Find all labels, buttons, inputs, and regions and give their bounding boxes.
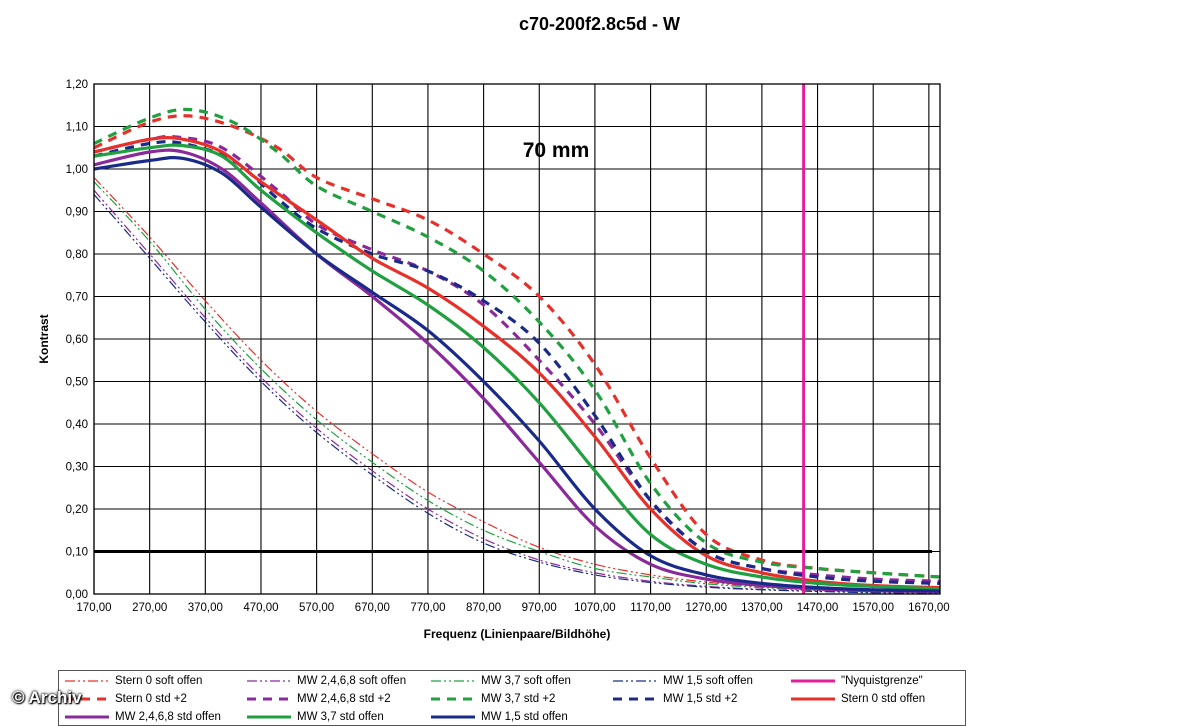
legend-item: MW 3,7 soft offen — [429, 672, 571, 689]
legend-swatch — [431, 715, 475, 718]
series-layer — [94, 107, 940, 594]
legend-swatch — [65, 679, 109, 682]
series-line — [94, 177, 940, 593]
x-tick-label: 170,00 — [76, 602, 111, 614]
legend-item: MW 3,7 std offen — [245, 708, 384, 725]
y-tick-label: 0,60 — [66, 334, 88, 346]
legend-item: MW 2,4,6,8 std +2 — [245, 690, 391, 707]
legend-item: Stern 0 std +2 — [63, 690, 187, 707]
x-tick-label: 1170,00 — [630, 602, 671, 614]
y-tick-label: 1,10 — [66, 122, 88, 134]
x-tick-label: 270,00 — [132, 602, 167, 614]
legend-item: MW 1,5 std +2 — [611, 690, 737, 707]
reference-layer — [94, 84, 932, 594]
series-line — [94, 140, 940, 585]
legend-label: Stern 0 std +2 — [115, 692, 187, 705]
x-tick-label: 470,00 — [243, 602, 278, 614]
y-tick-label: 0,90 — [66, 207, 88, 219]
plot-frame — [93, 83, 941, 595]
x-tick-label: 670,00 — [355, 602, 390, 614]
y-tick-label: 0,50 — [66, 377, 88, 389]
y-tick-label: 0,20 — [66, 504, 88, 516]
legend-swatch — [65, 715, 109, 718]
series-line — [94, 189, 940, 594]
chart-plot: 170,00 270,00 370,00 470,00 570,00 670,00 770,… — [37, 79, 950, 641]
legend-label: MW 1,5 soft offen — [663, 674, 753, 687]
y-tick-label: 0,00 — [66, 589, 88, 601]
legend-swatch — [431, 679, 475, 682]
y-tick-label: 1,20 — [66, 79, 88, 91]
legend-swatch — [613, 679, 657, 682]
x-tick-label: 1670,00 — [908, 602, 950, 614]
x-tick-label: 770,00 — [410, 602, 445, 614]
series-line — [94, 134, 940, 583]
x-tick-label: 1070,00 — [574, 602, 616, 614]
x-tick-label: 870,00 — [466, 602, 501, 614]
legend-swatch — [247, 697, 291, 700]
legend-label: MW 2,4,6,8 soft offen — [297, 674, 407, 687]
x-tick-label: 1270,00 — [685, 602, 727, 614]
legend-swatch — [247, 679, 291, 682]
legend-item: MW 2,4,6,8 soft offen — [245, 672, 406, 689]
legend-swatch — [791, 679, 835, 682]
axes: 170,00 270,00 370,00 470,00 570,00 670,00 770,… — [66, 79, 950, 614]
x-tick-label: 370,00 — [188, 602, 223, 614]
series-line — [94, 194, 940, 594]
watermark: © Archiv — [12, 688, 82, 707]
x-tick-label: 1570,00 — [852, 602, 894, 614]
legend-item: Stern 0 std offen — [789, 690, 925, 707]
legend-label: MW 1,5 std +2 — [663, 692, 738, 705]
y-tick-label: 0,70 — [66, 292, 88, 304]
y-tick-label: 0,10 — [66, 547, 88, 559]
legend-item: MW 2,4,6,8 std offen — [63, 708, 221, 725]
series-line — [94, 155, 940, 593]
legend-label: Stern 0 soft offen — [115, 674, 203, 687]
y-tick-label: 0,30 — [66, 462, 88, 474]
chart-title: c70-200f2.8c5d - W — [518, 14, 681, 34]
y-tick-label: 1,00 — [66, 164, 88, 176]
legend-swatch — [791, 697, 835, 700]
x-tick-label: 1470,00 — [797, 602, 839, 614]
legend-item: "Nyquistgrenze" — [789, 672, 923, 689]
x-tick-label: 970,00 — [522, 602, 557, 614]
series-line — [94, 136, 940, 590]
x-tick-label: 570,00 — [299, 602, 334, 614]
legend-item: MW 3,7 std +2 — [429, 690, 555, 707]
series-line — [94, 107, 940, 579]
series-line — [94, 181, 940, 594]
legend-swatch — [431, 697, 475, 700]
legend-item: MW 1,5 std offen — [429, 708, 568, 725]
legend-swatch — [247, 715, 291, 718]
legend-label: "Nyquistgrenze" — [841, 674, 923, 687]
legend-item: Stern 0 soft offen — [63, 672, 202, 689]
legend-label: MW 3,7 std +2 — [481, 692, 556, 705]
legend-swatch — [613, 697, 657, 700]
x-tick-label: 1370,00 — [741, 602, 783, 614]
legend-label: MW 3,7 soft offen — [481, 674, 571, 687]
y-axis-label: Kontrast — [37, 314, 51, 363]
series-line — [94, 148, 940, 594]
legend-swatch — [65, 697, 109, 700]
series-line — [94, 143, 940, 591]
x-axis-label: Frequenz (Linienpaare/Bildhöhe) — [424, 627, 611, 641]
legend-label: MW 3,7 std offen — [297, 710, 384, 723]
legend-label: MW 1,5 std offen — [481, 710, 568, 723]
legend-item: MW 1,5 soft offen — [611, 672, 753, 689]
y-tick-label: 0,80 — [66, 249, 88, 261]
series-line — [94, 114, 940, 579]
chart-annotation: 70 mm — [523, 139, 590, 162]
y-tick-label: 0,40 — [66, 419, 88, 431]
legend: Stern 0 soft offen MW 2,4,6,8 soft offen M… — [58, 670, 966, 726]
legend-label: Stern 0 std offen — [841, 692, 926, 705]
legend-label: MW 2,4,6,8 std +2 — [297, 692, 391, 705]
legend-label: MW 2,4,6,8 std offen — [115, 710, 221, 723]
